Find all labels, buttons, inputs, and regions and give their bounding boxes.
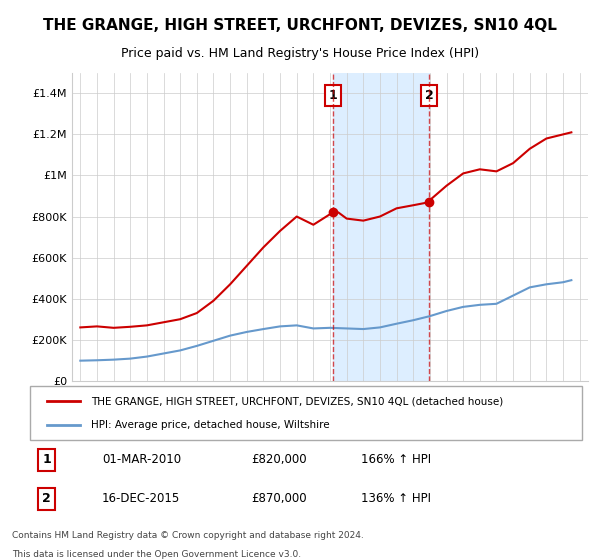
FancyBboxPatch shape [30,386,582,440]
Bar [333,73,429,381]
Text: THE GRANGE, HIGH STREET, URCHFONT, DEVIZES, SN10 4QL (detached house): THE GRANGE, HIGH STREET, URCHFONT, DEVIZ… [91,396,503,407]
Text: Contains HM Land Registry data © Crown copyright and database right 2024.: Contains HM Land Registry data © Crown c… [12,531,364,540]
Text: 16-DEC-2015: 16-DEC-2015 [102,492,180,505]
Text: 01-MAR-2010: 01-MAR-2010 [102,453,181,466]
Text: Price paid vs. HM Land Registry's House Price Index (HPI): Price paid vs. HM Land Registry's House … [121,48,479,60]
Text: 1: 1 [328,89,337,102]
Text: THE GRANGE, HIGH STREET, URCHFONT, DEVIZES, SN10 4QL: THE GRANGE, HIGH STREET, URCHFONT, DEVIZ… [43,18,557,33]
Text: 166% ↑ HPI: 166% ↑ HPI [361,453,431,466]
Text: £870,000: £870,000 [251,492,307,505]
Text: 2: 2 [42,492,51,505]
Text: 136% ↑ HPI: 136% ↑ HPI [361,492,431,505]
Text: 1: 1 [42,453,51,466]
Text: This data is licensed under the Open Government Licence v3.0.: This data is licensed under the Open Gov… [12,550,301,559]
Text: HPI: Average price, detached house, Wiltshire: HPI: Average price, detached house, Wilt… [91,419,329,430]
Text: 2: 2 [425,89,434,102]
Text: £820,000: £820,000 [251,453,307,466]
